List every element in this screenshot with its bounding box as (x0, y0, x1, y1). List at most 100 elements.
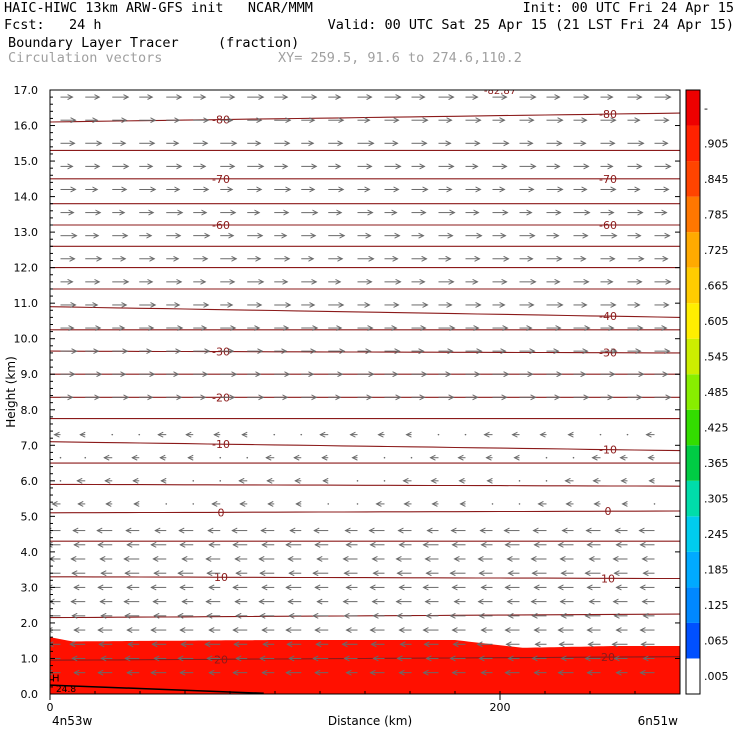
vector-dot (219, 480, 222, 482)
header-xy-coords: XY= 259.5, 91.6 to 274.6,110.2 (278, 50, 522, 66)
y-tick-label: 13.0 (14, 226, 39, 239)
colorbar-swatch (686, 409, 700, 446)
colorbar-label: - (704, 102, 708, 115)
vector-dot (356, 480, 359, 482)
vector-dot (653, 503, 656, 505)
contour-label: -10 (599, 444, 617, 457)
colorbar-label: .845 (704, 173, 729, 186)
vector-dot (356, 503, 359, 505)
y-tick-label: 17.0 (14, 84, 39, 97)
y-tick-label: 1.0 (21, 652, 39, 665)
vector-dot (246, 456, 249, 459)
vector-dot (545, 456, 548, 459)
vector-dot (111, 433, 114, 436)
header-field-units: (fraction) (218, 35, 300, 51)
x-endpoint-left: 4n53w (52, 714, 93, 728)
header-init-time: Init: 00 UTC Fri 24 Apr 15 (522, 0, 734, 16)
contour-label: 10 (214, 571, 228, 584)
colorbar-label: .725 (704, 244, 729, 257)
y-tick-label: 5.0 (21, 510, 39, 523)
contour-line (50, 576, 680, 580)
colorbar-swatch (686, 551, 700, 588)
vector-dot (192, 503, 195, 505)
contour-line (50, 306, 680, 318)
colorbar-swatch (686, 622, 700, 659)
colorbar-label: .125 (704, 599, 729, 612)
vector-dot (59, 480, 62, 482)
colorbar-swatch (686, 374, 700, 410)
y-tick-label: 11.0 (14, 297, 39, 310)
vector-dot (626, 433, 629, 436)
contour-line (50, 350, 680, 354)
plot-border (49, 89, 681, 695)
colorbar-label: .305 (704, 493, 729, 506)
colorbar-swatch (686, 516, 700, 552)
contour-line (50, 483, 680, 487)
vector-dot (192, 480, 195, 482)
vector-dot (599, 433, 602, 436)
vector-dot (572, 456, 575, 459)
tracer-band (50, 637, 680, 694)
colorbar-label: .425 (704, 422, 729, 435)
colorbar-label: .545 (704, 350, 729, 363)
h-marker: H (52, 674, 60, 685)
vector-dot (464, 433, 467, 436)
header-forecast: Fcst: 24 h (4, 17, 102, 33)
vector-dot (545, 480, 548, 482)
vector-dot (437, 433, 440, 436)
bottom-left-label: 24.8 (56, 685, 76, 695)
vector-dot (383, 456, 386, 459)
vector-dot (300, 433, 303, 436)
header-title: HAIC-HIWC 13km ARW-GFS init NCAR/MMM (4, 0, 313, 16)
colorbar-label: .065 (704, 635, 729, 648)
x-tick-label: 200 (490, 701, 511, 714)
y-tick-label: 3.0 (21, 581, 39, 594)
contour-line (50, 510, 680, 514)
colorbar: .005 .065 .125 .185 .245 .305 .365 .425 .485 .545… (685, 89, 729, 695)
contour-line (50, 441, 680, 452)
colorbar-label: .785 (704, 208, 729, 221)
x-axis-title: Distance (km) (328, 714, 412, 728)
x-endpoint-right: 6n51w (638, 714, 679, 728)
colorbar-label: .365 (704, 457, 729, 470)
colorbar-swatch (686, 125, 700, 162)
y-tick-label: 9.0 (21, 368, 39, 381)
vector-dot (59, 456, 62, 459)
contour-label: -30 (212, 346, 230, 359)
colorbar-label: .485 (704, 386, 729, 399)
contour-label: -30 (599, 347, 617, 360)
header-valid-time: Valid: 00 UTC Sat 25 Apr 15 (21 LST Fri … (327, 17, 734, 33)
y-tick-label: 16.0 (14, 120, 39, 133)
terrain-line (50, 684, 264, 694)
y-tick-label: 7.0 (21, 439, 39, 452)
contour-label: -60 (599, 219, 617, 232)
x-tick-label: 0 (47, 701, 54, 714)
colorbar-border (685, 89, 701, 695)
header-vector-label: Circulation vectors (8, 50, 163, 66)
colorbar-swatch (686, 267, 700, 304)
vector-dot (327, 503, 330, 505)
tracer-shading (50, 637, 680, 694)
colorbar-swatch (686, 196, 700, 233)
y-tick-label: 4.0 (21, 546, 39, 559)
colorbar-label: .905 (704, 137, 729, 150)
y-tick-label: 12.0 (14, 262, 39, 275)
colorbar-label: .185 (704, 564, 729, 577)
y-tick-label: 15.0 (14, 155, 39, 168)
y-tick-label: 10.0 (14, 333, 39, 346)
contour-label: 20 (214, 653, 228, 666)
vector-dot (410, 456, 413, 459)
colorbar-swatch (686, 338, 700, 375)
circulation-vectors (50, 97, 671, 673)
vector-dot (138, 433, 141, 436)
colorbar-swatch (686, 445, 700, 481)
vector-dot (491, 503, 494, 505)
vector-dot (273, 433, 276, 436)
colorbar-swatch (686, 480, 700, 517)
colorbar-label: .605 (704, 315, 729, 328)
colorbar-swatch (686, 90, 700, 126)
vector-dot (84, 456, 87, 459)
contour-label: -70 (212, 173, 230, 186)
contour-label: 0 (605, 505, 612, 518)
